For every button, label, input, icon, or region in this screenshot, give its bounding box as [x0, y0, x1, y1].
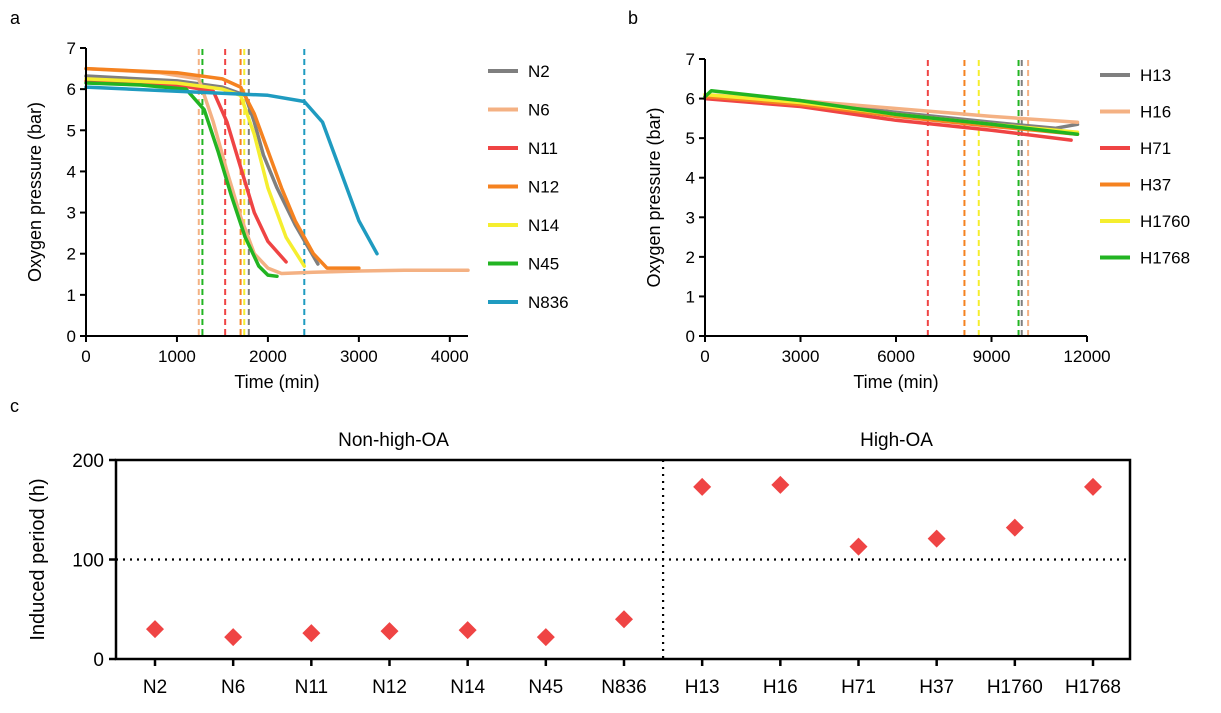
- y-tick-label: 1: [686, 287, 695, 306]
- x-tick-label: 3000: [340, 347, 378, 366]
- legend-label-n45: N45: [528, 255, 559, 274]
- y-tick-label: 6: [686, 90, 695, 109]
- y-axis-title: Induced period (h): [27, 478, 49, 640]
- legend-label-n2: N2: [528, 62, 550, 81]
- x-tick-label: 0: [700, 347, 709, 366]
- legend-label-h1760: H1760: [1140, 212, 1190, 231]
- y-tick-label: 100: [72, 551, 104, 572]
- series-line-n12: [84, 66, 361, 270]
- x-tick-label-n836: N836: [601, 677, 646, 698]
- x-axis-title: Time (min): [234, 372, 319, 392]
- x-tick-label-h1768: H1768: [1065, 677, 1121, 698]
- y-tick-label: 4: [67, 162, 76, 181]
- y-tick-label: 0: [67, 327, 76, 346]
- y-axis-title: Oxygen pressure (bar): [644, 107, 664, 287]
- y-tick-label: 0: [93, 650, 104, 671]
- legend-label-n6: N6: [528, 101, 550, 120]
- x-tick-label-n12: N12: [372, 677, 407, 698]
- legend-label-h13: H13: [1140, 66, 1171, 85]
- x-tick-label-n45: N45: [528, 677, 563, 698]
- x-tick-label: 6000: [877, 347, 915, 366]
- y-tick-label: 7: [686, 50, 695, 69]
- group-label-high-oa: High-OA: [860, 430, 933, 451]
- legend-label-n836: N836: [528, 293, 569, 312]
- x-tick-label-h1760: H1760: [987, 677, 1043, 698]
- y-tick-label: 2: [686, 248, 695, 267]
- series-line-h71: [703, 96, 1073, 142]
- legend-label-n14: N14: [528, 216, 559, 235]
- series-line-h1768: [703, 88, 1080, 136]
- x-tick-label: 3000: [782, 347, 820, 366]
- data-point-n6: [224, 628, 243, 647]
- x-tick-label-h71: H71: [841, 677, 876, 698]
- data-point-n2: [146, 620, 164, 639]
- x-tick-label-h37: H37: [919, 677, 954, 698]
- y-tick-label: 5: [686, 129, 695, 148]
- legend-label-h37: H37: [1140, 176, 1171, 195]
- x-tick-label: 2000: [249, 347, 287, 366]
- x-tick-label: 4000: [431, 347, 469, 366]
- y-tick-label: 6: [67, 80, 76, 99]
- data-point-h37: [927, 529, 946, 548]
- group-label-non-high-oa: Non-high-OA: [338, 430, 449, 451]
- panel-b-chart: 0 1 2 3 4 5 6 7 0 3000 6000 9000 12000 Time (min) Oxyg…: [644, 50, 1190, 392]
- series-line-n2: [84, 74, 320, 266]
- series-line-n836: [84, 85, 379, 256]
- y-axis-title: Oxygen pressure (bar): [25, 102, 45, 282]
- data-point-n11: [302, 624, 321, 643]
- x-tick-label: 0: [81, 347, 90, 366]
- x-tick-label-n11: N11: [295, 677, 328, 698]
- legend-label-h1768: H1768: [1140, 249, 1190, 268]
- y-tick-label: 2: [67, 245, 76, 264]
- y-tick-label: 200: [72, 451, 104, 472]
- series-line-n45: [84, 81, 279, 279]
- panel-a-letter: a: [10, 8, 21, 28]
- data-point-n12: [380, 622, 399, 641]
- x-tick-label-n14: N14: [450, 677, 485, 698]
- data-point-n14: [458, 621, 477, 640]
- y-tick-label: 5: [67, 121, 76, 140]
- y-tick-label: 1: [67, 286, 76, 305]
- y-tick-label: 3: [67, 204, 76, 223]
- x-axis-title: Time (min): [853, 372, 938, 392]
- legend-label-h71: H71: [1140, 139, 1171, 158]
- legend-label-n12: N12: [528, 178, 559, 197]
- data-point-h1768: [1084, 477, 1102, 496]
- series-line-n11: [84, 79, 288, 264]
- legend-label-h16: H16: [1140, 103, 1171, 122]
- panel-c-letter: c: [10, 396, 19, 416]
- x-tick-label: 9000: [973, 347, 1011, 366]
- data-point-n45: [536, 628, 555, 647]
- y-tick-label: 0: [686, 327, 695, 346]
- x-tick-label-h16: H16: [763, 677, 798, 698]
- y-tick-label: 4: [686, 169, 695, 188]
- x-tick-label-n2: N2: [143, 677, 167, 698]
- data-point-h13: [693, 477, 712, 496]
- data-point-n836: [615, 610, 633, 629]
- panel-a-chart: 0 1 2 3 4 5 6 7 0 1000 2000 3000 4000 Time (min) Oxyge…: [25, 39, 569, 392]
- series-line-n14: [84, 77, 307, 268]
- data-point-h71: [849, 537, 868, 556]
- y-tick-label: 7: [67, 39, 76, 58]
- panel-c-chart: Non-high-OA High-OA 0 100 200 Induced period …: [27, 430, 1132, 698]
- data-point-h16: [771, 475, 790, 494]
- x-tick-label: 1000: [158, 347, 196, 366]
- x-tick-label: 12000: [1063, 347, 1110, 366]
- x-tick-label-h13: H13: [685, 677, 720, 698]
- y-tick-label: 3: [686, 208, 695, 227]
- data-point-h1760: [1005, 518, 1024, 537]
- panel-b-letter: b: [628, 8, 638, 28]
- legend-label-n11: N11: [528, 139, 558, 158]
- x-tick-label-n6: N6: [221, 677, 245, 698]
